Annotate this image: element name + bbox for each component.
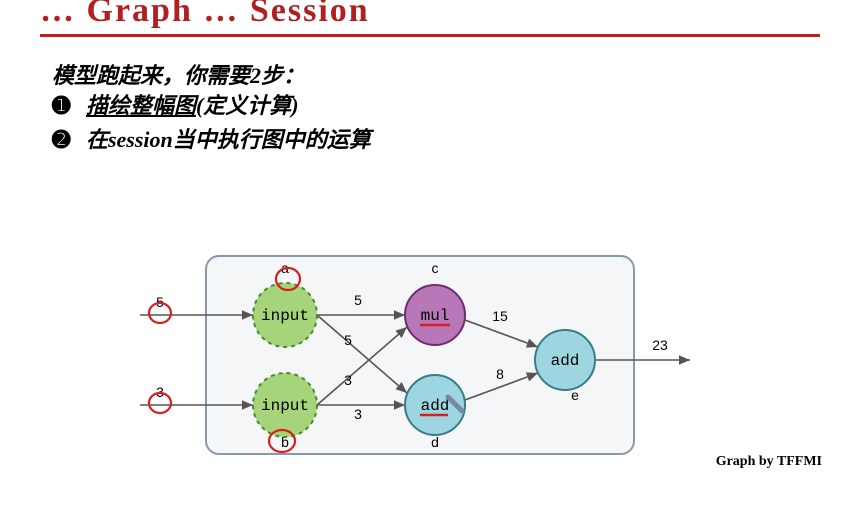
- intro-text: 模型跑起来，你需要2步：: [52, 58, 305, 90]
- title-divider: [40, 34, 820, 37]
- edge-weight-label: 3: [344, 372, 352, 388]
- graph-node-label: input: [261, 307, 309, 325]
- edge-weight-label: 8: [496, 366, 504, 382]
- graph-node-tag: c: [432, 260, 439, 276]
- graph-node-label: mul: [421, 307, 450, 325]
- graph-credit: Graph by TFFMI: [716, 454, 822, 470]
- edge-weight-label: 23: [652, 337, 668, 353]
- graph-node-label: add: [551, 352, 580, 370]
- step-two-number: ➋: [52, 127, 70, 152]
- graph-node-label: input: [261, 397, 309, 415]
- graph-node-tag: e: [571, 387, 579, 403]
- graph-node-tag: b: [281, 434, 289, 450]
- edge-weight-label: 5: [354, 292, 362, 308]
- step-two: ➋ 在session当中执行图中的运算: [52, 122, 371, 154]
- step-one-paren: (定义计算): [196, 93, 299, 118]
- graph-edge: [465, 320, 538, 347]
- step-one-number: ➊: [52, 93, 70, 118]
- graph-node-tag: d: [431, 434, 439, 450]
- page-title-fragment: … Graph … Session: [40, 0, 370, 30]
- step-one-main: 描绘整幅图: [86, 93, 196, 118]
- step-two-text: 在session当中执行图中的运算: [86, 127, 371, 152]
- graph-edge: [317, 327, 407, 405]
- edge-weight-label: 3: [354, 406, 362, 422]
- graph-edge: [317, 315, 407, 393]
- edge-weight-label: 15: [492, 308, 508, 324]
- computation-graph: 53553315823 inputainputbmulcadddadde: [120, 235, 740, 485]
- graph-node-label: add: [421, 397, 450, 415]
- edge-weight-label: 5: [344, 332, 352, 348]
- step-one: ➊ 描绘整幅图(定义计算): [52, 88, 299, 120]
